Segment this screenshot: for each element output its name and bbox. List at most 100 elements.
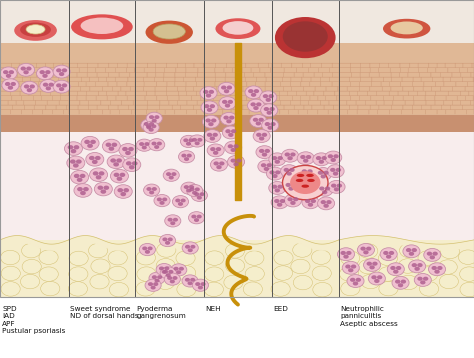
Circle shape [181,135,197,147]
FancyBboxPatch shape [425,96,435,100]
Circle shape [264,167,269,171]
FancyBboxPatch shape [36,100,47,105]
Circle shape [283,180,300,193]
FancyBboxPatch shape [410,63,418,68]
Circle shape [357,243,374,256]
Circle shape [26,67,32,71]
Circle shape [248,89,254,93]
FancyBboxPatch shape [370,86,382,91]
FancyBboxPatch shape [231,91,241,96]
Circle shape [341,281,360,296]
Circle shape [300,182,317,194]
Circle shape [190,278,195,282]
FancyBboxPatch shape [255,96,267,100]
Circle shape [102,139,120,153]
Circle shape [106,142,111,147]
Circle shape [109,146,114,151]
FancyBboxPatch shape [280,91,287,96]
FancyBboxPatch shape [451,77,462,82]
FancyBboxPatch shape [306,91,314,96]
Circle shape [245,86,262,99]
Circle shape [387,263,404,276]
Circle shape [139,243,155,256]
FancyBboxPatch shape [339,68,351,72]
FancyBboxPatch shape [351,68,360,72]
Circle shape [272,174,278,178]
Circle shape [191,189,208,202]
FancyBboxPatch shape [258,63,268,68]
FancyBboxPatch shape [101,100,110,105]
Circle shape [366,247,372,251]
Circle shape [345,265,351,268]
FancyBboxPatch shape [403,105,412,110]
FancyBboxPatch shape [401,68,408,72]
FancyBboxPatch shape [292,96,300,100]
Circle shape [204,104,210,108]
FancyBboxPatch shape [133,100,135,105]
Circle shape [411,248,417,252]
Circle shape [151,124,156,128]
Bar [135,64,204,115]
FancyBboxPatch shape [314,72,322,77]
Ellipse shape [223,21,253,35]
FancyBboxPatch shape [333,72,338,77]
FancyBboxPatch shape [26,72,36,77]
FancyBboxPatch shape [236,77,245,82]
Circle shape [194,192,199,196]
Circle shape [166,172,171,176]
FancyBboxPatch shape [59,100,68,105]
Circle shape [201,282,206,286]
FancyBboxPatch shape [266,77,271,82]
Circle shape [313,282,332,297]
FancyBboxPatch shape [80,86,90,91]
FancyBboxPatch shape [87,91,99,96]
Bar [272,43,339,64]
FancyBboxPatch shape [22,86,34,91]
FancyBboxPatch shape [318,96,326,100]
FancyBboxPatch shape [155,63,167,68]
FancyBboxPatch shape [339,110,347,115]
Circle shape [152,142,156,145]
Circle shape [336,168,341,172]
Bar [339,43,474,64]
FancyBboxPatch shape [136,63,148,68]
Bar [69,0,135,43]
Circle shape [253,118,258,122]
FancyBboxPatch shape [63,63,68,68]
FancyBboxPatch shape [409,91,417,96]
Circle shape [378,251,398,266]
Circle shape [261,163,266,167]
Circle shape [230,159,236,163]
Circle shape [90,275,109,289]
FancyBboxPatch shape [34,86,45,91]
FancyBboxPatch shape [67,105,68,110]
Circle shape [181,182,197,194]
Circle shape [347,275,364,287]
FancyBboxPatch shape [99,77,107,82]
Circle shape [220,112,237,125]
FancyBboxPatch shape [212,110,223,115]
FancyBboxPatch shape [409,68,419,72]
FancyBboxPatch shape [116,96,127,100]
Circle shape [90,168,108,182]
FancyBboxPatch shape [390,110,401,115]
Circle shape [396,266,401,270]
FancyBboxPatch shape [455,110,466,115]
FancyBboxPatch shape [50,91,61,96]
FancyBboxPatch shape [155,77,164,82]
Circle shape [289,168,295,172]
FancyBboxPatch shape [19,63,28,68]
FancyBboxPatch shape [136,100,147,105]
FancyBboxPatch shape [473,77,474,82]
Circle shape [264,122,270,126]
Ellipse shape [146,21,193,44]
Circle shape [46,86,51,91]
FancyBboxPatch shape [45,86,54,91]
Circle shape [398,283,403,287]
Circle shape [224,275,243,290]
FancyBboxPatch shape [107,96,116,100]
Circle shape [122,147,128,151]
FancyBboxPatch shape [261,110,271,115]
FancyBboxPatch shape [280,110,288,115]
FancyBboxPatch shape [46,63,54,68]
